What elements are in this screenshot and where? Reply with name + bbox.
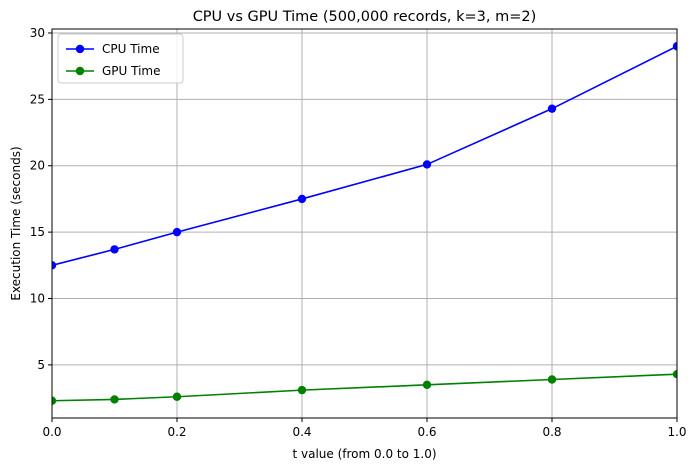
cpu-time-data-point (297, 194, 307, 204)
y-tick-label: 15 (30, 225, 45, 239)
cpu-time-data-point (110, 245, 119, 254)
gpu-time-data-point (52, 396, 57, 405)
y-tick-label: 30 (30, 26, 45, 40)
plot-frame (51, 28, 678, 419)
gpu-time-data-point (297, 385, 307, 395)
grid (51, 29, 678, 418)
cpu-time-data-point (172, 227, 182, 237)
x-tick-label: 1.0 (667, 425, 686, 439)
gpu-time-series-line (52, 373, 677, 402)
x-tick-label: 0.8 (542, 425, 561, 439)
y-tick-label: 25 (30, 92, 45, 106)
gpu-time-legend-marker (75, 66, 85, 76)
y-tick-label: 20 (30, 159, 45, 173)
x-tick-label: 0.6 (417, 425, 436, 439)
gpu-time-data-point (422, 380, 432, 390)
gpu-time-data-point (172, 392, 182, 401)
y-tick-label: 10 (30, 292, 45, 306)
axes: 0.0 0.2 0.4 0.6 0.8 1.0 5 10 15 20 25 30 (30, 26, 687, 439)
y-tick-label: 5 (37, 358, 45, 372)
cpu-time-data-point (422, 160, 432, 169)
series-layer (52, 42, 677, 405)
gpu-time-data-point (110, 395, 119, 404)
x-axis-label: t value (from 0.0 to 1.0) (292, 447, 436, 461)
x-tick-label: 0.0 (42, 425, 61, 439)
y-axis-label: Execution Time (seconds) (9, 146, 23, 300)
x-tick-label: 0.2 (167, 425, 186, 439)
x-tick-label: 0.4 (292, 425, 311, 439)
cpu-time-data-point (547, 104, 557, 113)
gpu-time-data-point (672, 369, 677, 379)
cpu-time-legend-marker (75, 44, 85, 54)
gpu-time-data-point (547, 375, 557, 384)
legend: CPU Time GPU Time (57, 33, 184, 84)
cpu-time-legend-label: CPU Time (102, 42, 160, 56)
chart-title: CPU vs GPU Time (500,000 records, k=3, m… (193, 9, 537, 25)
cpu-time-data-point (672, 42, 677, 51)
gpu-time-legend-label: GPU Time (102, 64, 161, 78)
cpu-time-data-point (52, 261, 57, 270)
